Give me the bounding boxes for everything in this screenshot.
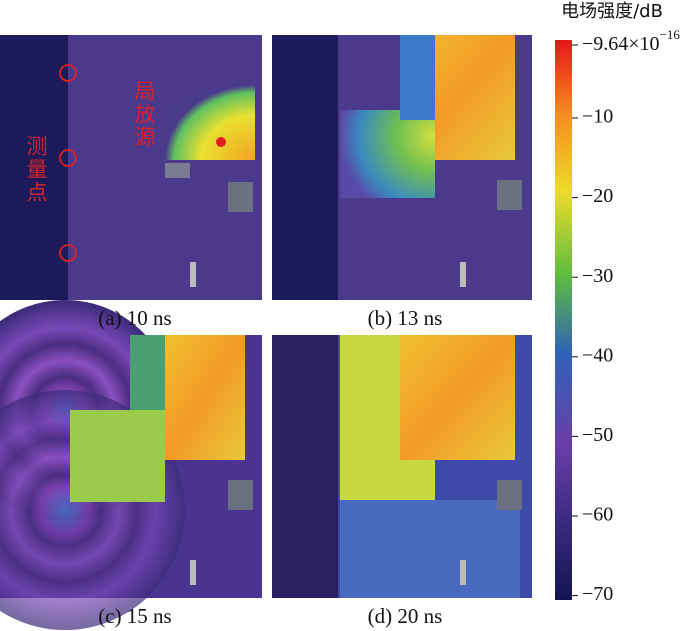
panel-caption: (c) 15 ns: [98, 604, 171, 628]
tick-label: −9.64×10−16: [582, 27, 680, 55]
panel-b: [272, 35, 532, 300]
tick-label: −20: [582, 185, 613, 207]
tick-label: −40: [582, 344, 613, 366]
tick-base: −9.64×10: [582, 33, 660, 55]
tick-label: −30: [582, 265, 613, 287]
tick-label: −60: [582, 504, 613, 526]
panel-caption: (b) 13 ns: [368, 306, 443, 330]
colorbar-ticks: −9.64×10−16 −10 −20 −30 −40 −50 −60 −70: [572, 27, 680, 605]
panel-d: [272, 335, 532, 598]
panel-c: [0, 300, 262, 630]
tick-label: −50: [582, 424, 613, 446]
colorbar: [555, 40, 572, 600]
colorbar-title: 电场强度/dB: [561, 1, 663, 22]
source-label: 局放源: [132, 80, 156, 149]
tick-label: −70: [582, 583, 613, 605]
panel-a: [0, 35, 262, 300]
panel-caption: (d) 20 ns: [368, 604, 443, 628]
measure-label: 测量点: [24, 135, 48, 204]
tick-label: −10: [582, 106, 613, 128]
panel-caption: (a) 10 ns: [98, 306, 171, 330]
tick-exponent: −16: [660, 27, 681, 42]
